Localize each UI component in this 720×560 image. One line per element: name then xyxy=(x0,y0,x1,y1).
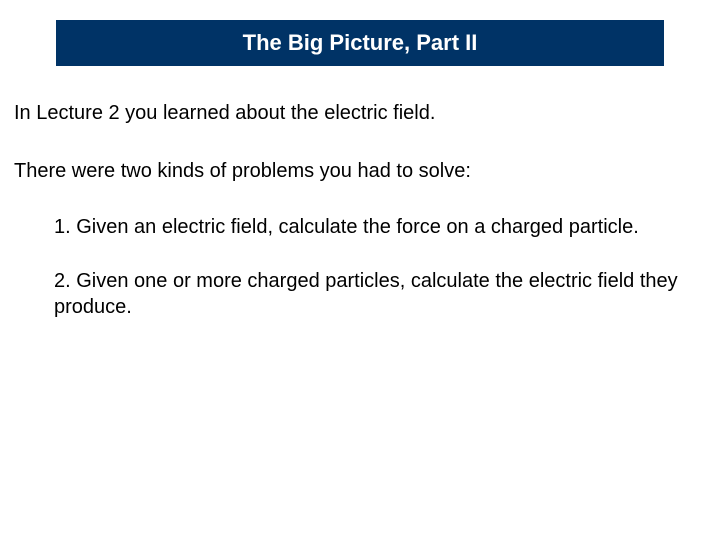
paragraph-problems: There were two kinds of problems you had… xyxy=(14,158,706,184)
list-item-2: 2. Given one or more charged particles, … xyxy=(54,268,706,320)
content-area: In Lecture 2 you learned about the elect… xyxy=(0,100,720,320)
title-text: The Big Picture, Part II xyxy=(243,30,478,55)
paragraph-intro: In Lecture 2 you learned about the elect… xyxy=(14,100,706,126)
list-item-1: 1. Given an electric field, calculate th… xyxy=(54,214,706,240)
problem-list: 1. Given an electric field, calculate th… xyxy=(14,214,706,320)
title-bar: The Big Picture, Part II xyxy=(56,20,664,66)
